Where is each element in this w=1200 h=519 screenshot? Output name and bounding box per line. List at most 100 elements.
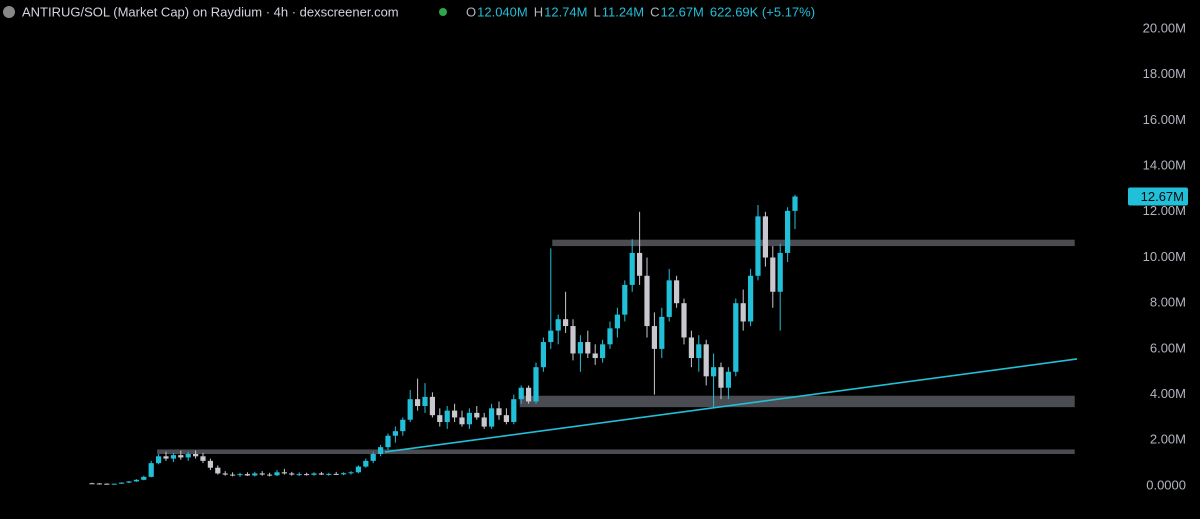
zone <box>519 395 1075 408</box>
candle-body <box>466 412 472 425</box>
chart-title: ANTIRUG/SOL (Market Cap) on Raydium · 4h… <box>22 4 399 19</box>
candle-body <box>244 474 250 476</box>
legend-key: O <box>466 4 476 19</box>
candle-body <box>429 396 435 416</box>
status-dot <box>439 8 447 16</box>
candle-body <box>89 483 95 485</box>
legend-value: 11.24M <box>602 4 644 19</box>
candle-body <box>592 353 598 359</box>
y-tick-label: 8.00M <box>1150 295 1186 310</box>
candle-body <box>252 473 258 476</box>
candle-body <box>459 417 465 425</box>
candle-body <box>792 196 798 211</box>
candle-body <box>341 473 347 475</box>
candle-body <box>407 399 413 420</box>
candle-body <box>540 342 546 368</box>
candle-body <box>296 474 302 476</box>
candle-body <box>725 371 731 388</box>
y-tick-label: 0.0000 <box>1146 477 1186 492</box>
candle-body <box>666 280 672 317</box>
candle-body <box>452 410 458 418</box>
candle-body <box>614 314 620 329</box>
candle-body <box>518 387 524 400</box>
candle-body <box>555 319 561 331</box>
candle-body <box>311 473 317 475</box>
candle-body <box>748 275 754 322</box>
candle-body <box>600 344 606 359</box>
candle-body <box>178 455 184 458</box>
candle-body <box>259 473 265 475</box>
candle-body <box>163 456 169 459</box>
candle-body <box>533 367 539 402</box>
header: ANTIRUG/SOL (Market Cap) on Raydium · 4h… <box>3 4 447 19</box>
candle-body <box>444 410 450 423</box>
candle-body <box>785 210 791 253</box>
y-tick-label: 10.00M <box>1143 249 1186 264</box>
candle-body <box>644 275 650 327</box>
candle-body <box>281 472 287 474</box>
y-tick-label: 2.00M <box>1150 432 1186 447</box>
legend-value: 12.040M <box>477 4 528 19</box>
candle-body <box>637 252 643 276</box>
y-tick-label: 4.00M <box>1150 386 1186 401</box>
legend-key: L <box>593 4 600 19</box>
candle-body <box>104 483 110 485</box>
legend-change: 622.69K (+5.17%) <box>710 4 815 19</box>
y-tick-label: 16.00M <box>1143 112 1186 127</box>
candle-body <box>355 466 361 473</box>
candle-body <box>607 328 613 345</box>
candle-body <box>348 472 354 474</box>
candle-body <box>681 303 687 338</box>
y-tick-label: 20.00M <box>1143 20 1186 35</box>
candle-body <box>622 284 628 315</box>
candle-body <box>422 396 428 407</box>
candle-body <box>318 473 324 475</box>
price-badge <box>1128 187 1188 206</box>
candle-body <box>156 456 162 464</box>
zone <box>552 239 1075 247</box>
zone <box>157 449 1075 455</box>
candle-body <box>688 337 694 359</box>
candle-body <box>148 463 154 477</box>
candle-body <box>770 257 776 292</box>
candle-body <box>674 280 680 304</box>
candle-body <box>563 319 569 327</box>
candle-body <box>207 460 213 468</box>
candle-body <box>141 476 147 480</box>
candle-body <box>326 473 332 475</box>
candle-body <box>370 454 376 461</box>
candle-body <box>193 454 199 457</box>
candle-body <box>385 435 391 448</box>
y-tick-label: 6.00M <box>1150 340 1186 355</box>
candle-body <box>585 342 591 354</box>
candle-body <box>755 216 761 276</box>
token-icon <box>3 6 15 18</box>
legend-key: C <box>650 4 659 19</box>
candle-body <box>222 473 228 475</box>
candle-body <box>200 456 206 461</box>
candle-body <box>511 399 517 423</box>
candle-body <box>577 342 583 354</box>
y-tick-label: 18.00M <box>1143 66 1186 81</box>
candle-body <box>126 481 132 483</box>
candle-body <box>696 344 702 359</box>
candle-body <box>378 447 384 455</box>
candle-body <box>415 399 421 407</box>
candle-body <box>651 326 657 349</box>
y-tick-label: 12.00M <box>1143 203 1186 218</box>
candle-body <box>437 415 443 423</box>
legend-value: 12.67M <box>661 4 704 19</box>
candle-body <box>570 326 576 354</box>
candle-body <box>392 431 398 436</box>
candle-body <box>503 415 509 423</box>
candle-body <box>733 303 739 372</box>
candle-body <box>363 460 369 467</box>
candle-body <box>274 472 280 476</box>
candle-body <box>230 474 236 476</box>
candle-body <box>400 419 406 432</box>
candle-body <box>119 482 125 484</box>
candle-body <box>304 474 310 476</box>
candle-body <box>96 483 102 485</box>
